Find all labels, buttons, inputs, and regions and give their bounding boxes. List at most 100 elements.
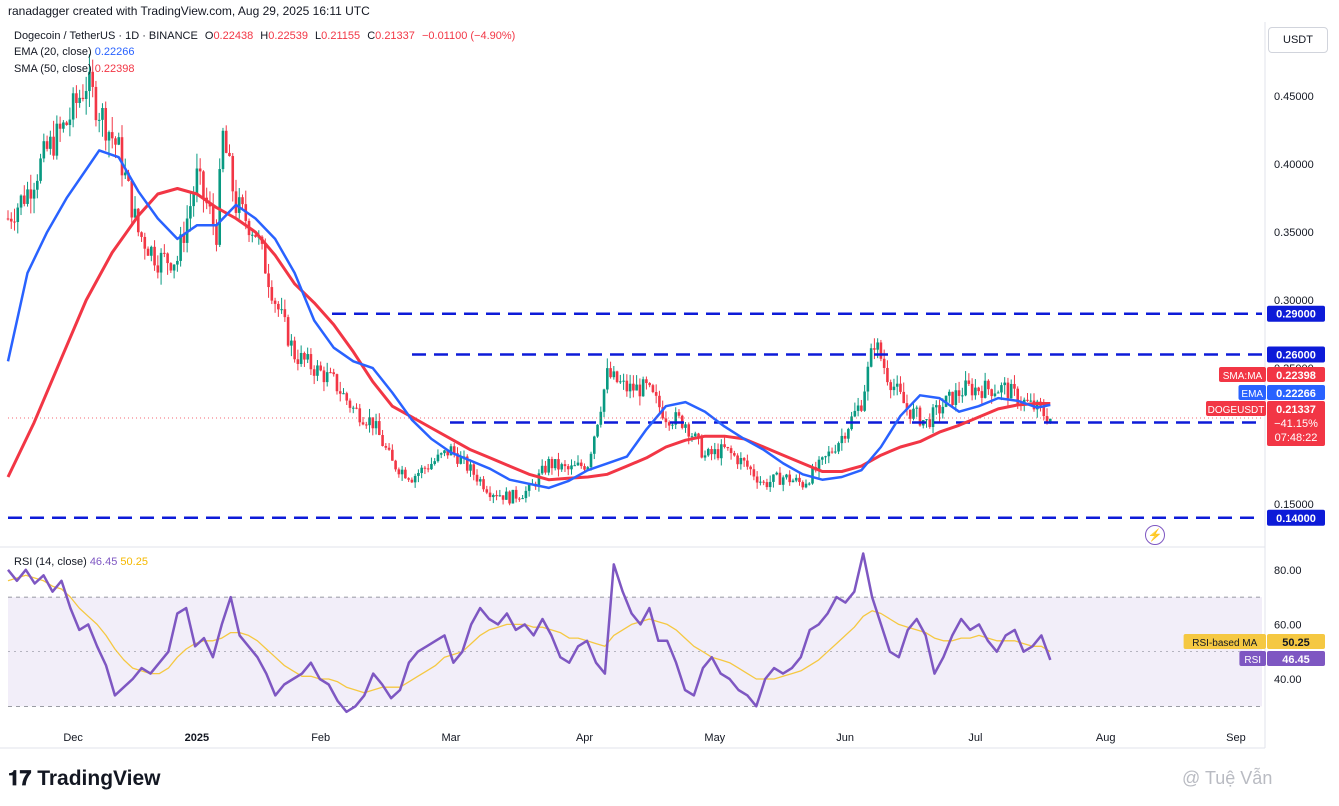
candle-body bbox=[993, 393, 997, 397]
candle-body bbox=[586, 467, 590, 470]
candle-body bbox=[94, 86, 98, 121]
candle-body bbox=[645, 379, 648, 384]
candle-body bbox=[195, 168, 199, 194]
candle-body bbox=[78, 97, 81, 103]
candle-body bbox=[391, 449, 394, 461]
currency-button[interactable]: USDT bbox=[1268, 27, 1328, 53]
candle-body bbox=[882, 358, 886, 368]
ema-legend[interactable]: EMA (20, close) 0.22266 bbox=[14, 46, 135, 58]
candle-body bbox=[990, 389, 993, 397]
candle-body bbox=[817, 459, 821, 471]
rsi-tag-value-box bbox=[1267, 634, 1325, 649]
tradingview-logo: 𝟏𝟕 TradingView bbox=[8, 767, 161, 790]
price-tag-name: EMA bbox=[1241, 389, 1263, 400]
candle-body bbox=[765, 482, 769, 488]
lightning-icon[interactable]: ⚡ bbox=[1145, 525, 1165, 545]
candle-body bbox=[478, 479, 482, 482]
candle-body bbox=[908, 409, 912, 419]
candle-body bbox=[215, 224, 218, 245]
candle-body bbox=[39, 158, 42, 181]
candle-body bbox=[934, 405, 938, 408]
candle-body bbox=[9, 218, 13, 222]
rsi-tick-label: 80.00 bbox=[1274, 565, 1302, 577]
candle-body bbox=[452, 446, 456, 454]
candle-body bbox=[635, 384, 638, 391]
candle-body bbox=[283, 309, 287, 318]
candle-body bbox=[606, 368, 609, 390]
candle-body bbox=[706, 449, 710, 456]
candle-body bbox=[153, 246, 156, 266]
candle-body bbox=[400, 469, 404, 475]
time-tick-label: Mar bbox=[441, 732, 460, 744]
rsi-legend[interactable]: RSI (14, close) 46.45 50.25 bbox=[14, 556, 148, 568]
candle-body bbox=[65, 122, 68, 125]
candle-body bbox=[759, 481, 762, 483]
candle-body bbox=[130, 181, 134, 218]
level-tag bbox=[1267, 509, 1325, 526]
candle-body bbox=[84, 91, 88, 100]
rsi-band bbox=[8, 597, 1262, 707]
candle-body bbox=[371, 417, 375, 429]
candle-body bbox=[404, 469, 407, 479]
candle-body bbox=[798, 477, 801, 483]
candle-body bbox=[1003, 382, 1006, 386]
candle-body bbox=[387, 447, 391, 450]
candle-body bbox=[788, 474, 792, 483]
candle-body bbox=[834, 451, 837, 453]
candle-body bbox=[674, 412, 678, 425]
candle-body bbox=[309, 354, 313, 370]
candle-body bbox=[319, 365, 322, 371]
candle-body bbox=[938, 405, 941, 414]
open-value: 0.22438 bbox=[213, 30, 254, 42]
rsi-tag-value: 50.25 bbox=[1282, 637, 1310, 649]
candle-body bbox=[306, 354, 309, 360]
candle-body bbox=[892, 386, 896, 391]
candle-body bbox=[81, 97, 85, 100]
candle-body bbox=[550, 459, 554, 469]
candle-body bbox=[19, 195, 23, 208]
candle-body bbox=[58, 123, 62, 129]
candle-body bbox=[273, 300, 277, 304]
candle-body bbox=[71, 93, 75, 120]
candle-body bbox=[16, 207, 20, 223]
candle-body bbox=[592, 436, 596, 454]
rsi-line bbox=[7, 552, 1052, 714]
candle-body bbox=[120, 137, 124, 176]
candle-body bbox=[417, 473, 420, 476]
candle-body bbox=[192, 193, 195, 207]
candle-body bbox=[293, 340, 296, 360]
candle-body bbox=[32, 189, 36, 199]
candle-body bbox=[13, 221, 16, 223]
candle-body bbox=[544, 465, 547, 473]
candle-body bbox=[899, 383, 902, 392]
candle-body bbox=[729, 448, 733, 454]
candle-body bbox=[566, 466, 570, 470]
candle-body bbox=[791, 480, 795, 483]
sma-legend[interactable]: SMA (50, close) 0.22398 bbox=[14, 63, 135, 75]
candle-body bbox=[622, 380, 625, 382]
candle-body bbox=[889, 382, 892, 391]
candle-body bbox=[697, 433, 700, 438]
candle-body bbox=[794, 477, 798, 481]
candle-body bbox=[345, 393, 349, 401]
candle-body bbox=[156, 265, 160, 273]
candle-body bbox=[443, 450, 446, 454]
candle-body bbox=[211, 206, 215, 225]
symbol-legend: Dogecoin / TetherUS · 1D · BINANCE O0.22… bbox=[14, 30, 516, 42]
candle-body bbox=[638, 384, 642, 397]
candle-body bbox=[1035, 401, 1039, 410]
close-value: 0.21337 bbox=[375, 30, 415, 42]
candle-body bbox=[505, 491, 508, 500]
candle-body bbox=[785, 474, 788, 478]
candle-body bbox=[755, 476, 759, 483]
candle-body bbox=[384, 445, 388, 448]
candle-body bbox=[700, 437, 704, 458]
candle-body bbox=[967, 380, 971, 384]
candle-body bbox=[364, 424, 368, 426]
candle-body bbox=[439, 453, 443, 455]
candle-body bbox=[433, 461, 436, 464]
candle-body bbox=[1045, 416, 1049, 423]
level-tag-label: 0.26000 bbox=[1276, 350, 1316, 362]
price-tag-name: DOGEUSDT bbox=[1208, 405, 1265, 416]
candle-body bbox=[915, 407, 919, 409]
